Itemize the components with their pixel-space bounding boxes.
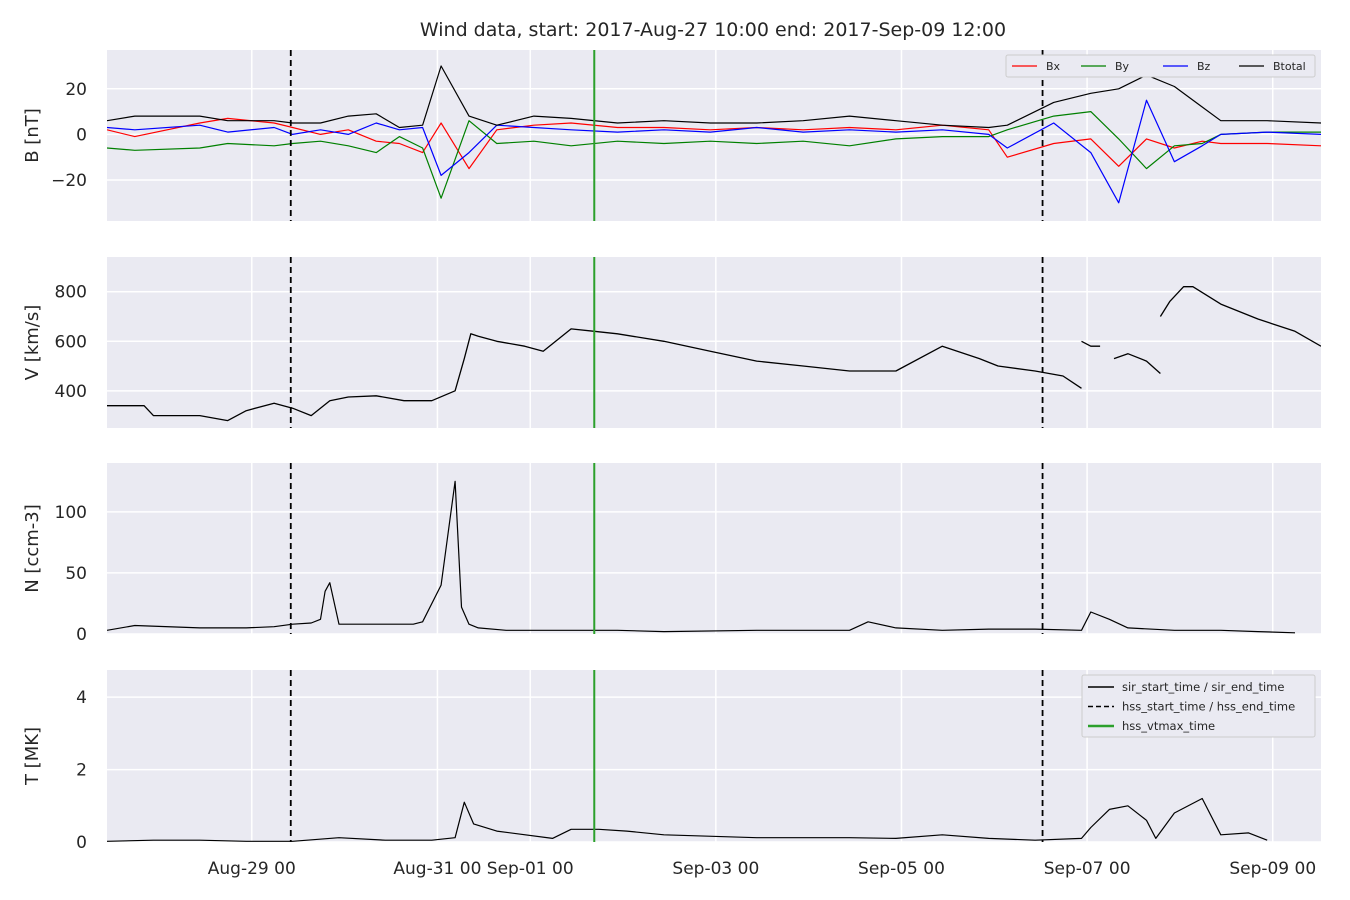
- series-line: [1113, 353, 1161, 374]
- series-group: [107, 463, 1296, 634]
- legend-label-btotal: Btotal: [1273, 60, 1306, 73]
- x-tick-label: Sep-07 00: [1044, 859, 1131, 879]
- series-line: [107, 797, 1268, 842]
- series-group: [107, 50, 1321, 221]
- series-btotal: [107, 65, 1321, 129]
- legend-label-by: By: [1115, 60, 1130, 73]
- x-tick-label: Sep-09 00: [1229, 859, 1316, 879]
- y-tick-label: 0: [76, 125, 87, 145]
- y-tick-label: 20: [65, 80, 87, 100]
- y-tick-label: 600: [55, 332, 87, 352]
- x-tick-label: Sep-05 00: [858, 859, 945, 879]
- legend-box: [1005, 54, 1316, 78]
- x-tick-label: Sep-01 00: [487, 859, 574, 879]
- y-tick-label: 4: [76, 688, 87, 708]
- y-axis-label: T [MK]: [22, 727, 43, 786]
- y-tick-label: 50: [65, 564, 87, 584]
- series-bz: [107, 99, 1321, 204]
- legend-label-bz: Bz: [1197, 60, 1211, 73]
- x-tick-label: Aug-31 00: [393, 859, 481, 879]
- legend-label: sir_start_time / sir_end_time: [1122, 680, 1284, 694]
- panel-background: [107, 463, 1321, 634]
- panel-3: 0 50 100 N [ccm-3]: [22, 463, 1321, 645]
- y-tick-label: 400: [55, 382, 87, 402]
- panel-4: 0 2 4 T [MK] sir_start_time / sir_end_timehs…: [22, 670, 1321, 853]
- y-tick-label: 0: [76, 625, 87, 645]
- y-axis-label: N [ccm-3]: [22, 504, 43, 593]
- panel-2: 400 600 800 V [km/s]: [22, 257, 1321, 428]
- figure-title: Wind data, start: 2017-Aug-27 10:00 end:…: [420, 19, 1006, 41]
- series-line: [107, 328, 1082, 422]
- legend-label-bx: Bx: [1046, 60, 1061, 73]
- panel-background: [107, 50, 1321, 221]
- panel-1: −20 0 20 B [nT] Bx By Bz Btotal: [22, 50, 1321, 221]
- legend-label: hss_vtmax_time: [1122, 719, 1215, 733]
- panel-background: [107, 257, 1321, 428]
- series-line: [1081, 340, 1101, 347]
- legend-b-field: Bx By Bz Btotal: [1005, 54, 1316, 78]
- y-tick-label: 2: [76, 761, 87, 781]
- y-tick-label: 800: [55, 283, 87, 303]
- x-tick-label: Aug-29 00: [208, 859, 296, 879]
- series-group: [107, 257, 1321, 428]
- series-line: [107, 480, 1296, 634]
- legend-events: sir_start_time / sir_end_time hss_start_t…: [1081, 674, 1316, 738]
- legend-label: hss_start_time / hss_end_time: [1122, 700, 1295, 714]
- y-tick-label: 100: [55, 503, 87, 523]
- series-line: [1159, 286, 1321, 347]
- x-tick-label: Sep-03 00: [672, 859, 759, 879]
- legend-box: [1081, 674, 1316, 738]
- series-bx: [107, 117, 1321, 170]
- series-group: [107, 670, 1268, 842]
- y-axis-label: B [nT]: [22, 108, 43, 163]
- y-axis-label: V [km/s]: [22, 305, 43, 380]
- y-tick-label: −20: [51, 171, 87, 191]
- x-axis: Aug-29 00 Aug-31 00 Sep-01 00 Sep-03 00 Sep-…: [208, 859, 1316, 879]
- y-tick-label: 0: [76, 833, 87, 853]
- series-by: [107, 110, 1321, 199]
